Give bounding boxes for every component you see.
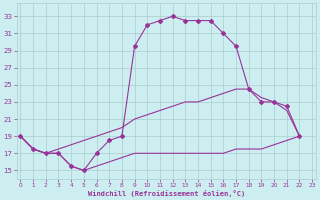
X-axis label: Windchill (Refroidissement éolien,°C): Windchill (Refroidissement éolien,°C)	[88, 190, 245, 197]
